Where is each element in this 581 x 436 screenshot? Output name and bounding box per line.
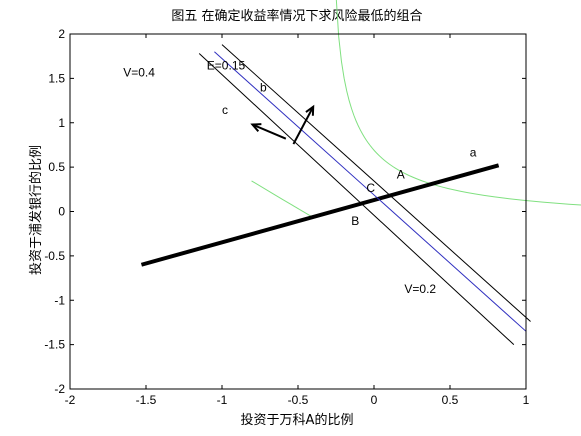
annotation-c: c bbox=[222, 103, 228, 117]
arrow-head bbox=[250, 123, 262, 132]
annotation-a: a bbox=[470, 145, 477, 159]
y-tick-label: 1 bbox=[58, 116, 65, 130]
arrow-shaft bbox=[252, 123, 287, 140]
series-line-b bbox=[221, 44, 531, 322]
y-tick-label: -1 bbox=[54, 293, 65, 307]
ellipse-V=0.4 bbox=[251, 180, 311, 217]
chart-title: 图五 在确定收益率情况下求风险最低的组合 bbox=[171, 8, 422, 24]
axis-ticks: -2 -1.5 -1 -0.5 0 0.5 1 -2 -1.5 -1 -0.5 0 0.5 1 1.5 2 bbox=[44, 27, 529, 407]
y-tick-label: 1.5 bbox=[48, 71, 65, 85]
annotation-V=0.4: V=0.4 bbox=[123, 66, 155, 80]
x-tick-label: 0 bbox=[371, 393, 378, 407]
y-tick-label: 0.5 bbox=[48, 160, 65, 174]
y-axis-label: 投资于浦发银行的比例 bbox=[28, 145, 44, 275]
annotation-E=0.15: E=0.15 bbox=[207, 59, 246, 73]
y-tick-label: -1.5 bbox=[44, 338, 65, 352]
arrow-shaft bbox=[292, 106, 315, 145]
arrow-head bbox=[305, 104, 315, 116]
y-tick-label: -0.5 bbox=[44, 249, 65, 263]
x-tick-label: 0.5 bbox=[442, 393, 459, 407]
annotation-A: A bbox=[397, 168, 405, 182]
annotation-b: b bbox=[260, 81, 267, 95]
y-tick-label: 0 bbox=[58, 205, 65, 219]
y-tick-label: 2 bbox=[58, 27, 65, 41]
x-tick-label: -0.5 bbox=[288, 393, 309, 407]
series-line-a bbox=[140, 163, 500, 267]
annotation-C: C bbox=[366, 181, 375, 195]
x-tick-label: -1 bbox=[217, 393, 228, 407]
y-tick-label: -2 bbox=[54, 382, 65, 396]
x-tick-label: 1 bbox=[523, 393, 530, 407]
x-tick-label: -1.5 bbox=[136, 393, 157, 407]
ellipse-V=0.2 bbox=[335, 0, 581, 206]
plot-frame bbox=[69, 33, 527, 390]
annotation-V=0.2: V=0.2 bbox=[404, 282, 436, 296]
x-tick-label: -2 bbox=[65, 393, 76, 407]
annotation-B: B bbox=[351, 214, 359, 228]
series-line-c bbox=[198, 53, 515, 345]
x-axis-label: 投资于万科A的比例 bbox=[241, 412, 354, 428]
plot-area: V=0.4 E=0.15 b c a A C B V=0.2 bbox=[123, 0, 581, 345]
series-line-E=0.15 bbox=[214, 51, 527, 332]
